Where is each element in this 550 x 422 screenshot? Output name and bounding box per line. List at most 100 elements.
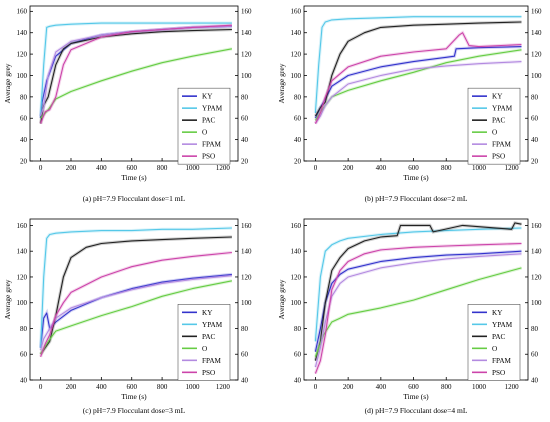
x-tick-label: 800: [441, 164, 452, 172]
x-tick-label: 200: [343, 164, 354, 172]
series-line-ypam: [314, 16, 522, 113]
plot-frame: [29, 5, 239, 162]
x-tick-label: 200: [343, 383, 354, 391]
x-tick-label: 400: [96, 164, 107, 172]
y-tick-label: 80: [294, 93, 302, 101]
y-right-tick-label: 60: [531, 115, 539, 123]
y-tick-label: 140: [291, 29, 302, 37]
y-tick-label: 100: [17, 72, 28, 80]
y-tick-label: 140: [17, 29, 28, 37]
y-tick-label: 40: [294, 376, 302, 384]
legend-label: KY: [492, 93, 503, 101]
series-line-ky: [40, 273, 232, 348]
legend-label: FPAM: [492, 357, 512, 365]
y-right-tick-label: 40: [241, 136, 249, 144]
x-tick-label: 1200: [216, 383, 231, 391]
x-tick-label: 800: [441, 383, 452, 391]
y-tick-label: 20: [20, 157, 28, 165]
y-tick-label: 60: [20, 115, 28, 123]
y-tick-label: 60: [294, 115, 302, 123]
y-right-tick-label: 160: [531, 222, 542, 230]
chart-panel-1: 20 40 60 80 100 120 140 160 20 40 60 80 100 120 140 160…: [3, 5, 252, 203]
y-tick-label: 160: [291, 222, 302, 230]
y-right-tick-label: 20: [241, 157, 249, 165]
legend-box: [467, 87, 521, 165]
y-tick-label: 40: [294, 136, 302, 144]
panel-caption: (c) pH=7.9 Flocculant dose=3 mL: [83, 406, 186, 415]
series-line-fpam: [40, 275, 232, 351]
series-line-pso: [314, 242, 522, 374]
x-tick-label: 600: [408, 383, 419, 391]
series-line-pac: [40, 28, 232, 124]
series-line-pso: [314, 32, 522, 124]
legend-label: O: [492, 345, 497, 353]
y-right-tick-label: 60: [241, 351, 249, 359]
y-right-tick-label: 100: [531, 72, 542, 80]
y-right-tick-label: 20: [531, 157, 539, 165]
legend-label: O: [202, 129, 207, 137]
series-line-pso: [40, 251, 232, 357]
y-axis-label: Average grey: [3, 279, 12, 319]
y-axis-label: Average grey: [3, 63, 12, 103]
x-tick-label: 0: [39, 164, 43, 172]
x-tick-label: 1000: [472, 164, 487, 172]
y-axis-label: Average grey: [277, 63, 286, 103]
x-tick-label: 400: [96, 383, 107, 391]
y-right-tick-label: 100: [241, 299, 252, 307]
legend-label: PSO: [202, 369, 215, 377]
plot-frame: [303, 5, 529, 162]
y-tick-label: 140: [17, 248, 28, 256]
chart-panel-3: 40 60 80 100 120 140 160 40 60 80 100 120 140 160 0 200…: [3, 218, 252, 415]
plot-frame: [303, 218, 529, 381]
legend-label: O: [492, 129, 497, 137]
y-tick-label: 120: [291, 51, 302, 59]
y-tick-label: 160: [17, 8, 28, 16]
legend-label: YPAM: [202, 105, 223, 113]
x-tick-label: 1000: [185, 383, 200, 391]
y-right-tick-label: 80: [241, 93, 249, 101]
y-right-tick-label: 160: [241, 222, 252, 230]
y-tick-label: 140: [291, 248, 302, 256]
x-tick-label: 1000: [472, 383, 487, 391]
legend-label: PAC: [492, 117, 506, 125]
x-tick-label: 0: [314, 383, 318, 391]
series-line-ypam: [40, 22, 232, 117]
x-tick-label: 1200: [505, 164, 520, 172]
legend-label: KY: [202, 309, 213, 317]
y-tick-label: 160: [291, 8, 302, 16]
chart-panel-2: 20 40 60 80 100 120 140 160 20 40 60 80 100 120 140 160…: [277, 5, 542, 203]
x-tick-label: 0: [39, 383, 43, 391]
legend-label: YPAM: [202, 321, 223, 329]
panel-caption: (d) pH=7.9 Flocculant dose=4 mL: [365, 406, 468, 415]
y-right-tick-label: 40: [531, 376, 539, 384]
y-right-tick-label: 120: [531, 51, 542, 59]
y-right-tick-label: 120: [241, 273, 252, 281]
y-right-tick-label: 160: [241, 8, 252, 16]
y-tick-label: 60: [294, 351, 302, 359]
x-tick-label: 600: [126, 164, 137, 172]
y-right-tick-label: 80: [531, 325, 539, 333]
legend-label: PSO: [202, 153, 215, 161]
series-line-pac: [314, 222, 522, 361]
x-tick-label: 1200: [216, 164, 231, 172]
y-tick-label: 80: [20, 93, 28, 101]
y-tick-label: 100: [17, 299, 28, 307]
x-tick-label: 400: [376, 383, 387, 391]
x-axis-label: Time (s): [121, 173, 147, 182]
y-right-tick-label: 140: [531, 29, 542, 37]
y-right-tick-label: 80: [531, 93, 539, 101]
y-tick-label: 20: [294, 157, 302, 165]
y-right-tick-label: 100: [531, 299, 542, 307]
y-tick-label: 100: [291, 299, 302, 307]
legend-label: PSO: [492, 369, 505, 377]
y-right-tick-label: 140: [241, 29, 252, 37]
x-tick-label: 800: [157, 164, 168, 172]
legend-label: KY: [202, 93, 213, 101]
x-tick-label: 600: [408, 164, 419, 172]
legend-label: FPAM: [492, 141, 512, 149]
legend-label: FPAM: [202, 141, 222, 149]
y-right-tick-label: 40: [531, 136, 539, 144]
y-right-tick-label: 160: [531, 8, 542, 16]
x-axis-label: Time (s): [403, 173, 429, 182]
y-right-tick-label: 140: [241, 248, 252, 256]
